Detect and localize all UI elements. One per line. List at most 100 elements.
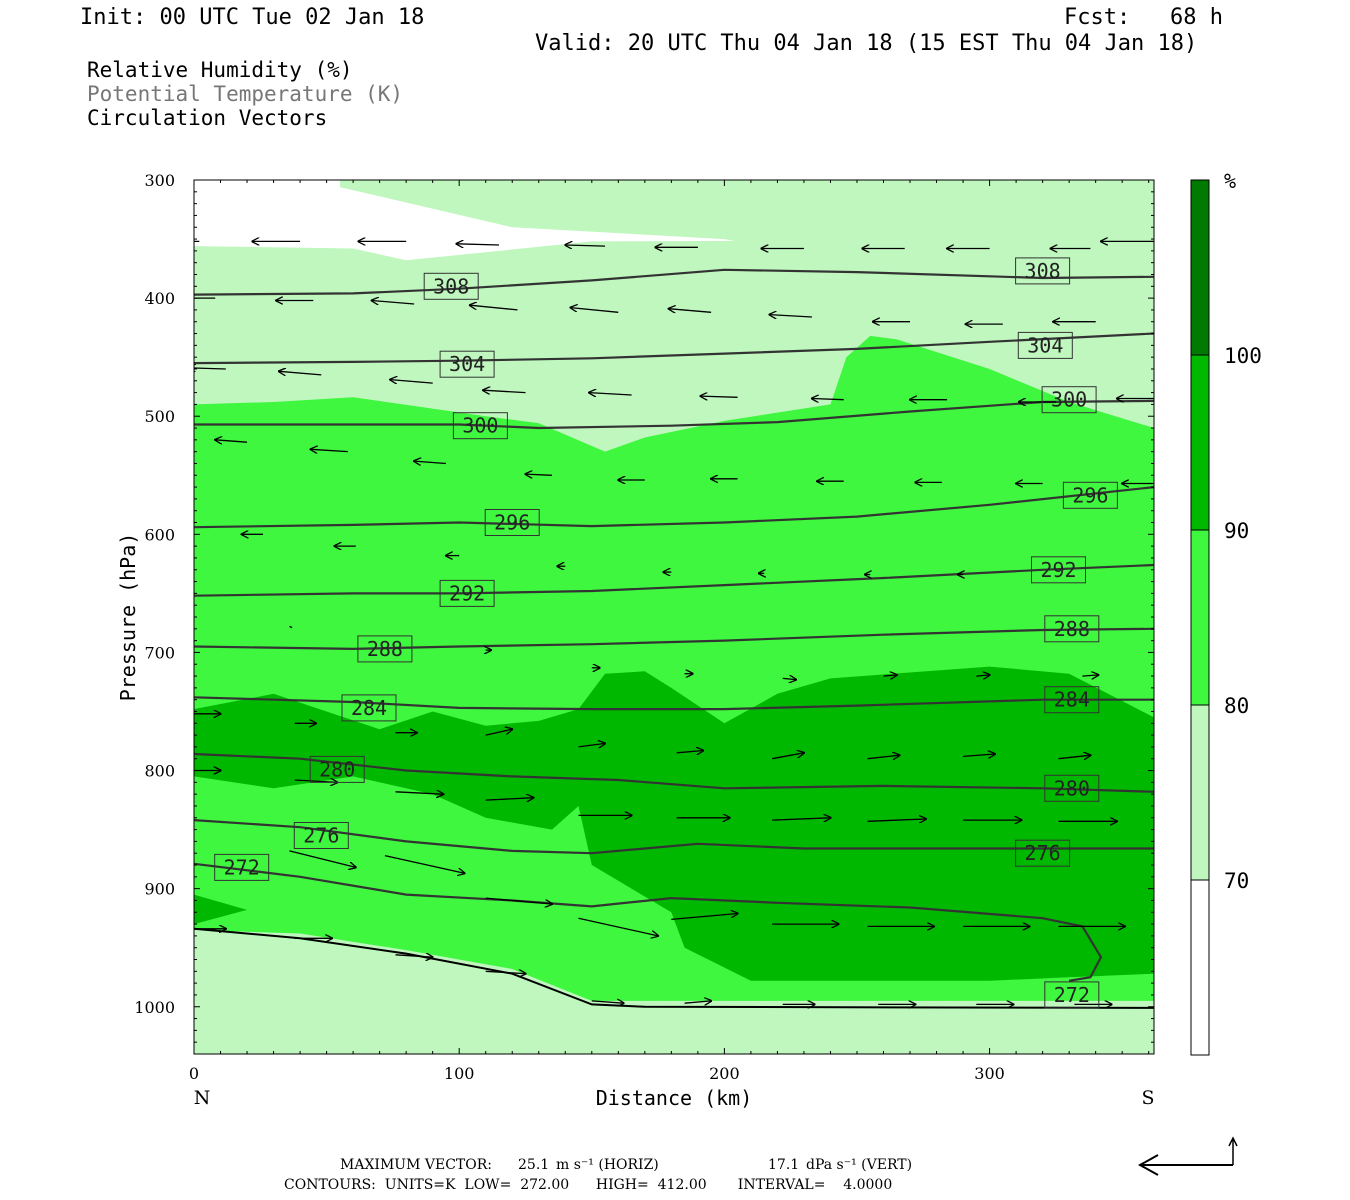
contour-labels: 308 308 304 304 300 300 296 296 292 292 288 288 284 2… [214, 257, 1118, 1009]
y-tick-label: 500 [144, 407, 175, 426]
circulation-vector [676, 751, 704, 753]
circulation-vector [772, 818, 830, 820]
circulation-vector [684, 1001, 712, 1003]
circulation-vector [867, 819, 926, 821]
contour-label: 300 [1051, 388, 1087, 412]
theta-contour-272 [194, 862, 1103, 982]
max-vector-label: MAXIMUM VECTOR: [340, 1157, 492, 1173]
contour-label: 300 [462, 414, 498, 438]
circulation-vector [1082, 675, 1098, 676]
x-axis-title: Distance (km) [596, 1086, 753, 1110]
theta-contours [194, 268, 1154, 982]
circulation-vector [770, 315, 812, 317]
legend-potential-temperature: Potential Temperature (K) [87, 82, 404, 106]
circulation-vector [578, 743, 606, 747]
circulation-vector [414, 461, 446, 463]
contour-label-box [214, 853, 270, 881]
contour-label: 304 [1027, 333, 1063, 357]
x-tick-label: 0 [189, 1064, 199, 1083]
circulation-vector [215, 440, 248, 442]
contour-label: 308 [433, 274, 469, 298]
circulation-vector [671, 914, 737, 921]
contour-label-box [1062, 481, 1118, 509]
reference-vector [1137, 1136, 1238, 1176]
circulation-vector [485, 897, 552, 904]
circulation-vector [883, 675, 897, 676]
x-tick-label: 200 [709, 1064, 740, 1083]
circulation-vector [1058, 755, 1091, 759]
contour-label-box [357, 635, 413, 663]
contour-label: 296 [494, 511, 530, 535]
y-tick-label: 900 [144, 880, 175, 899]
valid-time: Valid: 20 UTC Thu 04 Jan 18 (15 EST Thu … [535, 31, 1198, 56]
contour-label: 284 [1054, 688, 1090, 712]
contour-label-box [1015, 257, 1071, 285]
circulation-vector [483, 390, 526, 392]
max-vector-vert-value: 17.1 [768, 1157, 800, 1173]
contour-label-box [439, 350, 495, 378]
theta-contour-276 [194, 819, 1154, 855]
contour-label-box [484, 509, 540, 536]
contour-label-box [1015, 839, 1071, 867]
contour-label-box [1031, 556, 1086, 584]
circulation-vector [867, 755, 900, 759]
contour-label: 276 [1025, 841, 1061, 865]
y-tick-label: 400 [144, 289, 175, 308]
y-tick-label: 1000 [134, 998, 175, 1017]
contour-label-box [1041, 386, 1097, 414]
contour-label-box [1044, 774, 1100, 802]
circulation-vector [390, 380, 433, 384]
max-vector-horiz-unit: m s⁻¹ (HORIZ) [556, 1157, 659, 1173]
axes: 300 400 500 600 700 800 900 1000 0 100 200 300 N S Dis… [116, 171, 1155, 1110]
contour-label-box [309, 755, 365, 783]
north-end-label: N [194, 1087, 211, 1109]
theta-contour-300 [194, 399, 1154, 430]
colorbar-segment [1191, 880, 1209, 1055]
colorbar-level-label: 70 [1224, 869, 1249, 893]
circulation-vector [395, 955, 433, 957]
y-tick-label: 800 [144, 762, 175, 781]
circulation-vector [289, 850, 356, 868]
max-vector-horiz-value: 25.1 [518, 1157, 550, 1173]
contour-label: 292 [1040, 558, 1076, 582]
theta-contour-304 [194, 332, 1154, 365]
contours-info: CONTOURS: UNITS=K LOW= 272.00 HIGH= 412.… [284, 1177, 893, 1193]
circulation-vector [279, 371, 322, 375]
contour-label: 272 [1054, 983, 1090, 1007]
circulation-vector [485, 729, 513, 736]
theta-contour-284 [194, 696, 1154, 711]
circulation-vector [571, 308, 619, 313]
contour-label: 280 [319, 757, 355, 781]
contour-label: 284 [351, 696, 387, 720]
x-tick-label: 100 [444, 1064, 475, 1083]
circulation-vector [782, 678, 796, 679]
contour-label-box [452, 412, 508, 440]
circulation-vector [289, 625, 293, 629]
contour-label-box [423, 272, 479, 300]
circulation-vector [384, 854, 465, 874]
circulation-vector [526, 474, 553, 475]
colorbar-level-label: 80 [1224, 694, 1249, 718]
contour-label: 296 [1072, 483, 1108, 507]
contour-label: 272 [224, 855, 260, 879]
legend-relative-humidity: Relative Humidity (%) [87, 58, 353, 82]
contour-label-box [1017, 331, 1073, 359]
colorbar-level-label: 100 [1224, 344, 1262, 368]
circulation-vector [812, 399, 844, 400]
y-tick-label: 700 [144, 643, 175, 662]
theta-contour-292 [194, 563, 1154, 597]
circulation-vectors [194, 241, 1154, 1004]
colorbar-frame [1190, 179, 1210, 1056]
contour-label: 280 [1054, 776, 1090, 800]
contour-label-box [1044, 686, 1100, 714]
circulation-vector [771, 753, 804, 760]
theta-contour-308 [194, 268, 1154, 296]
contour-label: 304 [449, 352, 485, 376]
humidity-region-90-3 [194, 666, 1154, 981]
theta-contour-280 [194, 752, 1154, 793]
circulation-vector [485, 798, 534, 800]
contour-label-box [1044, 981, 1100, 1009]
theta-contour-296 [194, 486, 1154, 529]
reference-vector-vertical-head [1228, 1136, 1238, 1147]
